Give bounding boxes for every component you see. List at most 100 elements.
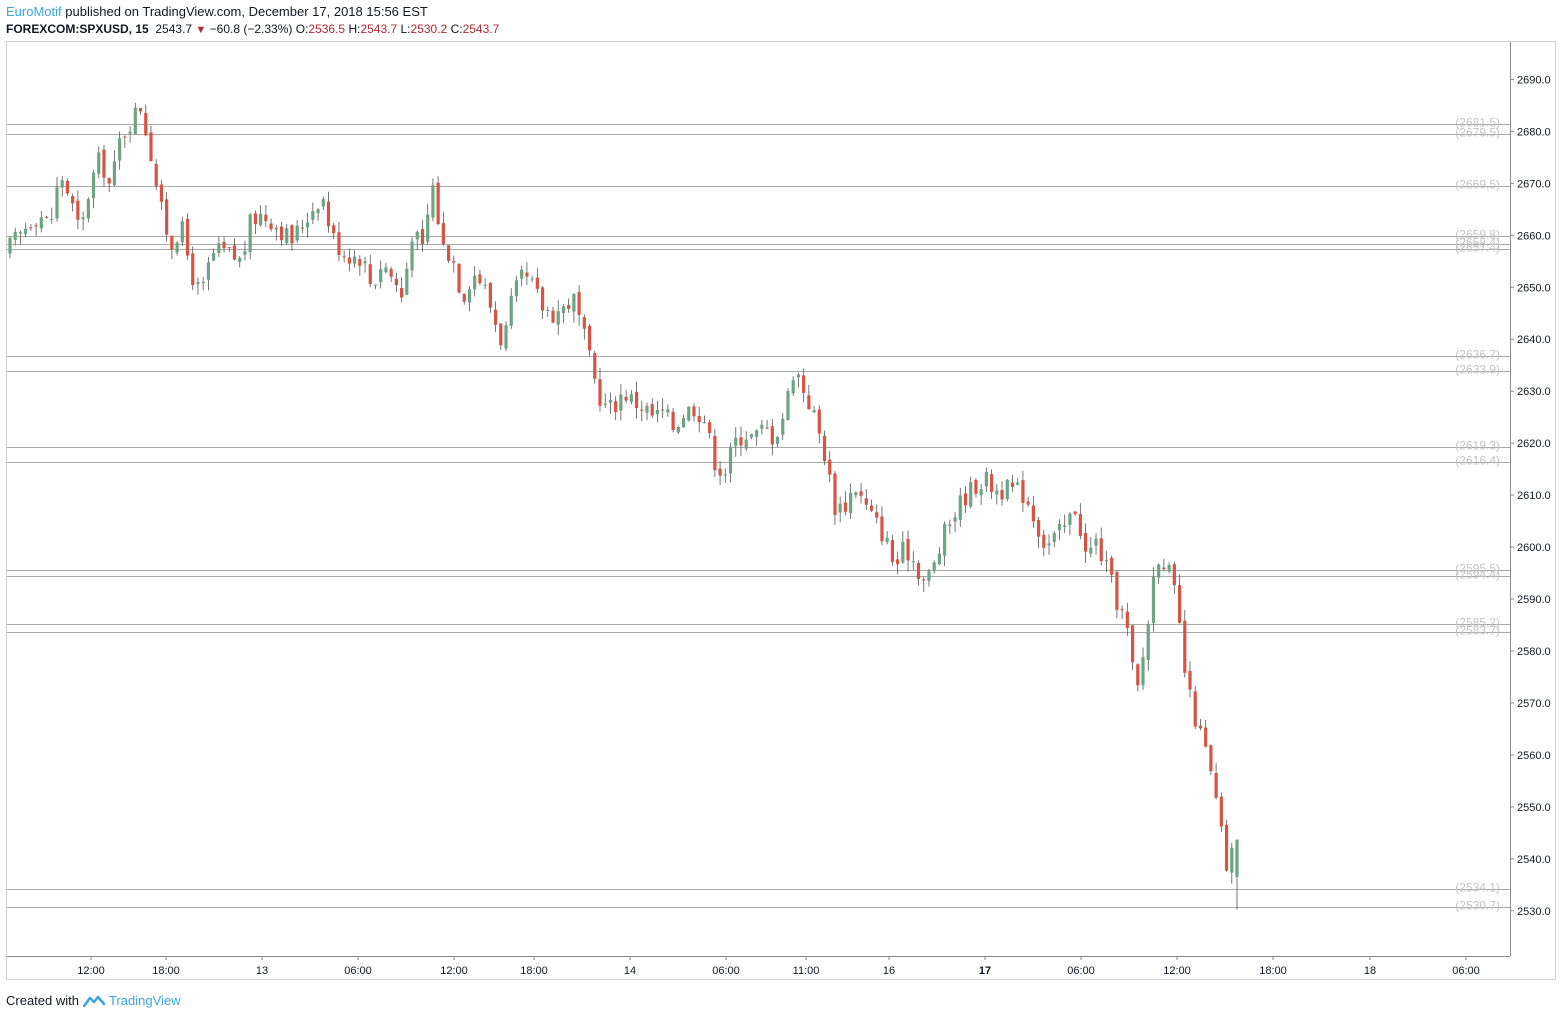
candle: [990, 469, 994, 499]
y-tick-label: 2550.0: [1517, 802, 1551, 814]
candle: [854, 491, 858, 499]
x-tick-label: 14: [624, 965, 636, 977]
level-label: (2583.7): [1455, 624, 1500, 638]
candle: [227, 247, 231, 252]
candle: [118, 131, 122, 170]
candle: [922, 576, 926, 592]
candle: [1214, 763, 1218, 800]
candle: [1151, 567, 1156, 632]
candle: [133, 102, 137, 135]
y-tick-label: 2560.0: [1517, 750, 1551, 762]
candle: [885, 531, 889, 545]
candle: [833, 470, 837, 525]
price-axis[interactable]: 2690.0 2680.0 2670.0 2660.0 2650.0 2640.0 2630…: [1510, 74, 1551, 918]
candle: [76, 190, 80, 230]
author-name[interactable]: EuroMotif: [6, 4, 62, 19]
level-label: (2616.4): [1455, 454, 1500, 468]
candle: [217, 236, 221, 257]
candle: [1204, 719, 1208, 748]
candle: [1068, 512, 1072, 536]
candle: [943, 521, 947, 567]
candle: [812, 405, 816, 414]
candle: [650, 398, 654, 419]
time-axis[interactable]: 12:00 18:00 13 06:00 12:00 18:00 14 06:00 11:00 1…: [77, 956, 1480, 977]
y-tick-label: 2670.0: [1517, 178, 1551, 190]
candle: [1188, 661, 1192, 698]
candle: [781, 413, 785, 441]
candle: [306, 212, 310, 238]
y-tick-label: 2690.0: [1517, 74, 1551, 86]
candle: [97, 146, 101, 179]
y-tick-label: 2680.0: [1517, 126, 1551, 138]
candle: [849, 483, 853, 520]
candle: [906, 530, 910, 572]
candle: [112, 150, 117, 187]
candle: [1094, 533, 1098, 555]
candle: [911, 551, 915, 571]
candle: [807, 384, 811, 410]
candle: [687, 406, 691, 422]
candle: [44, 215, 49, 219]
candle: [290, 224, 294, 252]
x-tick-label: 18:00: [520, 965, 548, 977]
candle: [206, 256, 211, 291]
candle: [457, 263, 461, 294]
chart-border: [6, 41, 1556, 980]
candle: [514, 275, 519, 302]
candle: [723, 468, 727, 483]
candle: [948, 519, 952, 534]
candle: [300, 219, 304, 234]
candle: [24, 223, 28, 238]
candle: [71, 193, 75, 212]
candle: [426, 203, 430, 245]
candle: [394, 272, 398, 293]
close-label: C:: [450, 22, 463, 36]
candle: [405, 262, 409, 296]
candle: [1115, 570, 1119, 619]
y-tick-label: 2630.0: [1517, 386, 1551, 398]
level-label: (2681.5): [1455, 116, 1500, 130]
candle: [248, 213, 252, 260]
candle: [175, 241, 179, 256]
x-tick-label: 18: [1364, 965, 1376, 977]
y-tick-label: 2610.0: [1517, 490, 1551, 502]
candle: [149, 125, 153, 162]
candle: [1235, 839, 1239, 910]
y-tick-label: 2570.0: [1517, 698, 1551, 710]
candle: [1219, 792, 1223, 833]
candle: [713, 429, 717, 478]
x-tick-label: 12:00: [1163, 965, 1191, 977]
candle: [1078, 503, 1082, 540]
level-label: (2679.5): [1455, 126, 1500, 140]
candle: [259, 204, 263, 227]
candle: [525, 262, 529, 286]
candle: [817, 405, 821, 444]
candle: [107, 177, 111, 193]
candle: [274, 224, 278, 241]
candle: [1005, 478, 1009, 502]
tradingview-brand[interactable]: TradingView: [108, 993, 181, 1008]
candle: [379, 260, 383, 289]
candle: [29, 223, 33, 231]
candle: [13, 227, 17, 246]
candle: [864, 489, 868, 510]
candle: [1021, 470, 1025, 512]
candle: [326, 191, 331, 233]
candle: [535, 268, 539, 294]
candle: [441, 212, 445, 247]
candle: [39, 211, 43, 233]
candle: [159, 179, 164, 210]
candle: [399, 277, 404, 303]
candle: [634, 381, 639, 419]
candle: [1052, 531, 1056, 548]
symbol-info: FOREXCOM:SPXUSD, 15 2543.7 ▼ −60.8 (−2.3…: [6, 22, 499, 36]
candle: [243, 240, 247, 261]
candle: [984, 467, 988, 492]
candle: [1099, 527, 1103, 566]
candle: [593, 350, 597, 384]
candle: [843, 491, 848, 516]
candle: [102, 144, 106, 188]
candle: [452, 255, 456, 273]
y-tick-label: 2530.0: [1517, 906, 1551, 918]
